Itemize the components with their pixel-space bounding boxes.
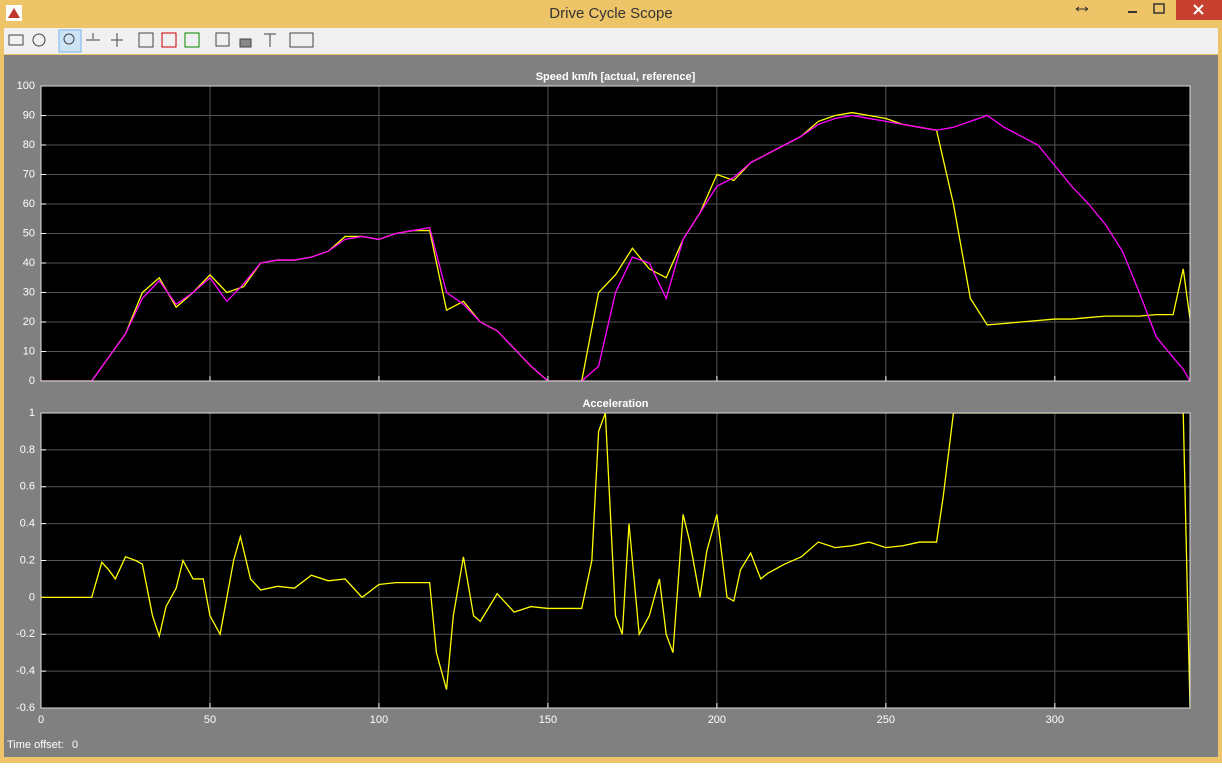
y-tick-label: 20 — [23, 316, 35, 328]
legend-button[interactable] — [289, 32, 314, 48]
series-group — [41, 413, 1190, 708]
y-tick-label: 10 — [23, 345, 35, 357]
x-tick-label: 150 — [539, 714, 557, 726]
signal-button[interactable] — [264, 33, 276, 47]
x-tick-label: 0 — [38, 714, 44, 726]
print-button[interactable] — [8, 34, 24, 46]
y-tick-label: 0.8 — [20, 444, 35, 456]
y-tick-label: 80 — [23, 139, 35, 151]
y-tick-label: 30 — [23, 286, 35, 298]
series-group — [41, 111, 1190, 381]
zoom-x-button[interactable] — [86, 33, 100, 41]
x-tick-label: 100 — [370, 714, 388, 726]
series-line — [41, 413, 1190, 708]
plot-title: Acceleration — [582, 398, 648, 410]
y-tick-label: 60 — [23, 198, 35, 210]
y-tick-label: 0.4 — [20, 518, 35, 530]
lock-button[interactable] — [239, 38, 252, 48]
y-tick-label: 50 — [23, 227, 35, 239]
restore-axes-button[interactable] — [184, 32, 200, 48]
y-tick-label: 40 — [23, 257, 35, 269]
time-offset-label: Time offset: — [7, 739, 64, 751]
maximize-button[interactable] — [1153, 3, 1165, 14]
zoom-button[interactable] — [58, 29, 82, 53]
y-tick-label: 0 — [29, 375, 35, 387]
y-tick-label: 1 — [29, 407, 35, 419]
toolbar-icons — [8, 29, 314, 53]
zoom-glyph — [63, 33, 75, 45]
x-tick-label: 300 — [1046, 714, 1064, 726]
plot-border — [40, 85, 1191, 382]
y-tick-label: -0.6 — [16, 702, 35, 714]
y-tick-label: -0.4 — [16, 665, 35, 677]
settings-button[interactable] — [32, 33, 46, 47]
y-tick-label: 70 — [23, 168, 35, 180]
window-title: Drive Cycle Scope — [549, 5, 672, 22]
plot-title: Speed km/h [actual, reference] — [536, 71, 696, 83]
series-line — [41, 114, 1190, 381]
toolbar — [4, 28, 1218, 54]
y-tick-label: 100 — [17, 80, 35, 92]
y-tick-label: 90 — [23, 109, 35, 121]
x-tick-label: 250 — [877, 714, 895, 726]
zoom-y-button[interactable] — [111, 33, 123, 47]
minimize-button[interactable] — [1128, 11, 1137, 13]
x-tick-label: 50 — [204, 714, 216, 726]
plot-border — [40, 412, 1191, 709]
autoscale-button[interactable] — [138, 32, 154, 48]
close-glyph — [1193, 4, 1204, 15]
resize-button[interactable] — [1075, 6, 1089, 12]
y-tick-label: 0.6 — [20, 481, 35, 493]
app-icon-glyph — [8, 8, 20, 18]
y-tick-label: -0.2 — [16, 628, 35, 640]
save-axes-button[interactable] — [161, 32, 177, 48]
y-tick-label: 0.2 — [20, 554, 35, 566]
floating-button[interactable] — [215, 32, 230, 47]
time-offset-value: 0 — [72, 739, 78, 751]
x-tick-label: 200 — [708, 714, 726, 726]
series-line — [41, 111, 1190, 381]
y-tick-label: 0 — [29, 591, 35, 603]
